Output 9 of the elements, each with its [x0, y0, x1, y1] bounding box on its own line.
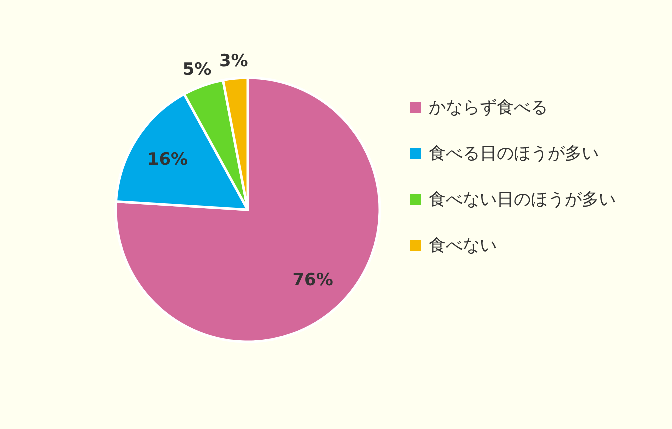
data-label: 3% — [219, 52, 248, 72]
legend-label: 食べる日のほうが多い — [429, 144, 599, 164]
pie-slice — [115, 76, 382, 344]
data-label: 76% — [292, 270, 334, 290]
data-label: 16% — [147, 150, 188, 170]
data-label: 5% — [182, 60, 212, 80]
legend-label: 食べない日のほうが多い — [429, 190, 616, 210]
legend-label: かならず食べる — [429, 98, 548, 118]
legend-label: 食べない — [429, 236, 497, 256]
